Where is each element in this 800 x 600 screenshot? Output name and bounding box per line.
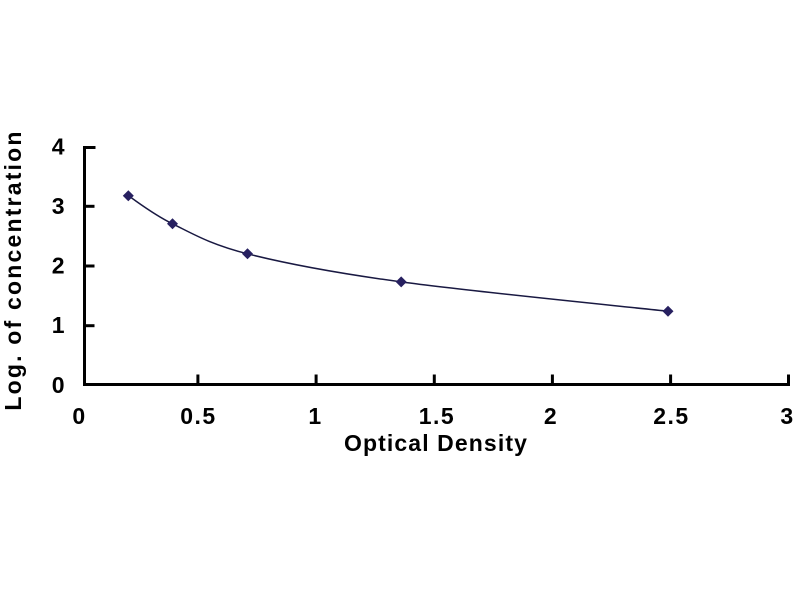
svg-text:Log. of concentration: Log. of concentration [0,129,26,410]
svg-text:3: 3 [52,193,66,219]
svg-text:0.5: 0.5 [180,403,216,429]
svg-text:1: 1 [52,312,66,338]
svg-text:1: 1 [308,403,322,429]
svg-text:2: 2 [544,403,558,429]
svg-text:2: 2 [52,253,66,279]
svg-text:1.5: 1.5 [419,403,455,429]
svg-text:4: 4 [52,134,66,160]
svg-text:0: 0 [52,372,66,398]
svg-text:2.5: 2.5 [653,403,689,429]
svg-text:Optical Density: Optical Density [344,430,528,456]
svg-text:3: 3 [780,403,794,429]
svg-text:0: 0 [72,403,86,429]
